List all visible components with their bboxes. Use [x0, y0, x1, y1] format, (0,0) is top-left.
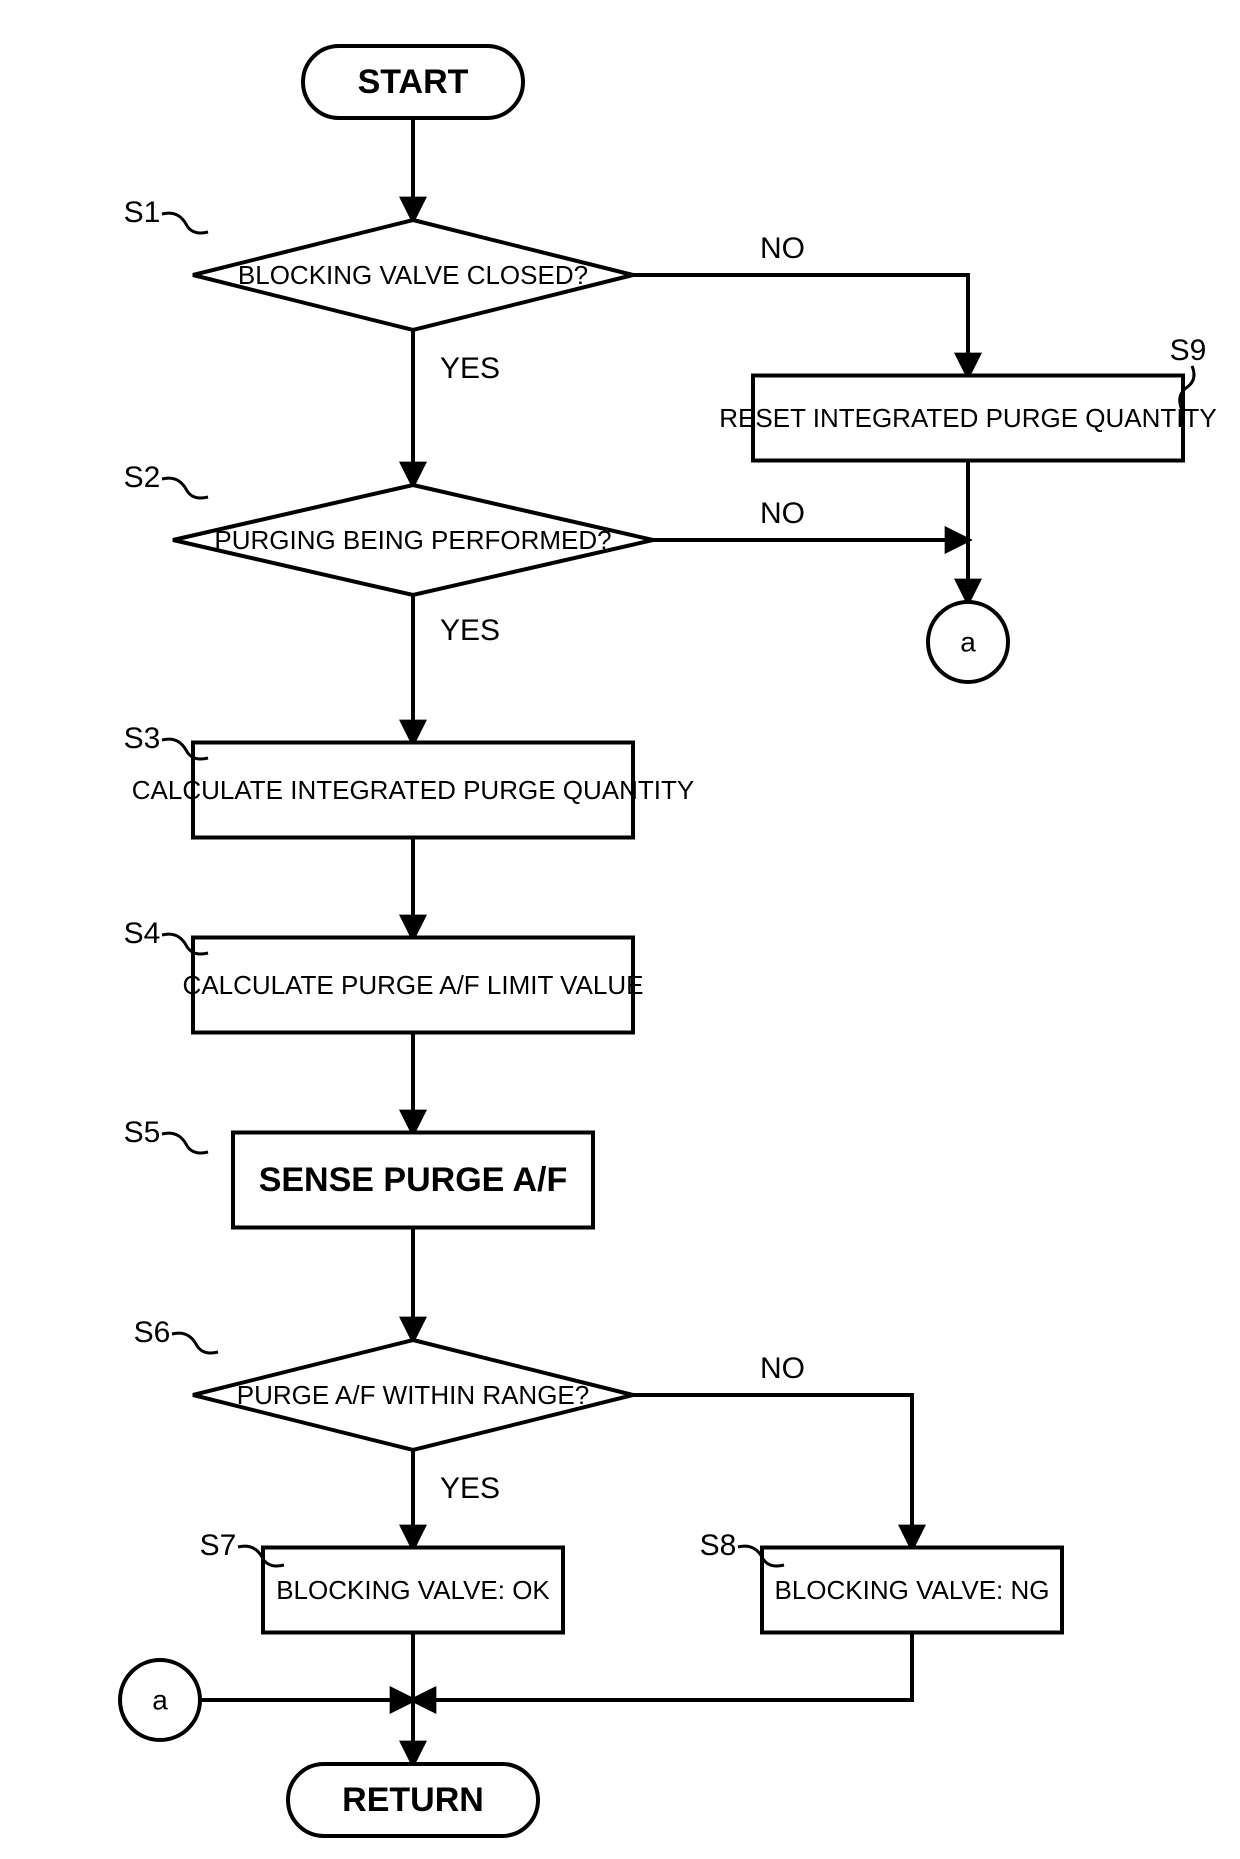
node-text-s1: BLOCKING VALVE CLOSED? [238, 260, 588, 290]
squiggle-s1 [162, 213, 208, 233]
squiggle-s5 [162, 1133, 208, 1153]
edge-s1-s9 [633, 275, 968, 376]
nodes-group: START BLOCKING VALVE CLOSED? PURGING BEING… [120, 46, 1217, 1836]
node-connA2: a [120, 1660, 200, 1740]
node-s7: BLOCKING VALVE: OK [263, 1548, 563, 1633]
node-text-s3: CALCULATE INTEGRATED PURGE QUANTITY [132, 775, 694, 805]
node-start: START [303, 46, 523, 118]
connector-text-connA1: a [960, 626, 976, 657]
edge-label: YES [440, 614, 500, 647]
step-label-s6: S6 [134, 1316, 171, 1349]
node-s1: BLOCKING VALVE CLOSED? [193, 220, 633, 330]
step-label-s8: S8 [700, 1529, 737, 1562]
node-return: RETURN [288, 1764, 538, 1836]
step-label-s3: S3 [124, 722, 161, 755]
node-s8: BLOCKING VALVE: NG [762, 1548, 1062, 1633]
edge-label: YES [440, 352, 500, 385]
node-s2: PURGING BEING PERFORMED? [173, 485, 653, 595]
node-text-s2: PURGING BEING PERFORMED? [214, 525, 611, 555]
node-s6: PURGE A/F WITHIN RANGE? [193, 1340, 633, 1450]
node-s3: CALCULATE INTEGRATED PURGE QUANTITY [132, 743, 694, 838]
step-label-s7: S7 [200, 1529, 237, 1562]
node-text-s5: SENSE PURGE A/F [259, 1161, 568, 1199]
step-label-s1: S1 [124, 196, 161, 229]
squiggle-s6 [172, 1333, 218, 1353]
node-s4: CALCULATE PURGE A/F LIMIT VALUE [183, 938, 644, 1033]
node-s5: SENSE PURGE A/F [233, 1133, 593, 1228]
node-connA1: a [928, 602, 1008, 682]
node-text-start: START [358, 63, 469, 101]
flowchart-canvas: YES NO YES NO YES NO START BLOCKING VALVE CLOSE… [0, 0, 1240, 1859]
node-text-s6: PURGE A/F WITHIN RANGE? [237, 1380, 590, 1410]
edge-label: NO [760, 1352, 805, 1385]
connector-text-connA2: a [152, 1684, 168, 1715]
node-text-s9: RESET INTEGRATED PURGE QUANTITY [719, 403, 1216, 433]
edge-label: YES [440, 1472, 500, 1505]
edge-s8-merge [413, 1633, 912, 1700]
node-text-s4: CALCULATE PURGE A/F LIMIT VALUE [183, 970, 644, 1000]
node-text-s7: BLOCKING VALVE: OK [276, 1575, 550, 1605]
step-label-s9: S9 [1170, 334, 1207, 367]
step-label-s2: S2 [124, 461, 161, 494]
node-text-s8: BLOCKING VALVE: NG [774, 1575, 1049, 1605]
edge-label: NO [760, 497, 805, 530]
edge-s6-s8 [633, 1395, 912, 1548]
node-s9: RESET INTEGRATED PURGE QUANTITY [719, 376, 1216, 461]
node-text-return: RETURN [342, 1781, 484, 1819]
step-label-s5: S5 [124, 1116, 161, 1149]
step-label-s4: S4 [124, 917, 161, 950]
edge-label: NO [760, 232, 805, 265]
squiggle-s2 [162, 478, 208, 498]
